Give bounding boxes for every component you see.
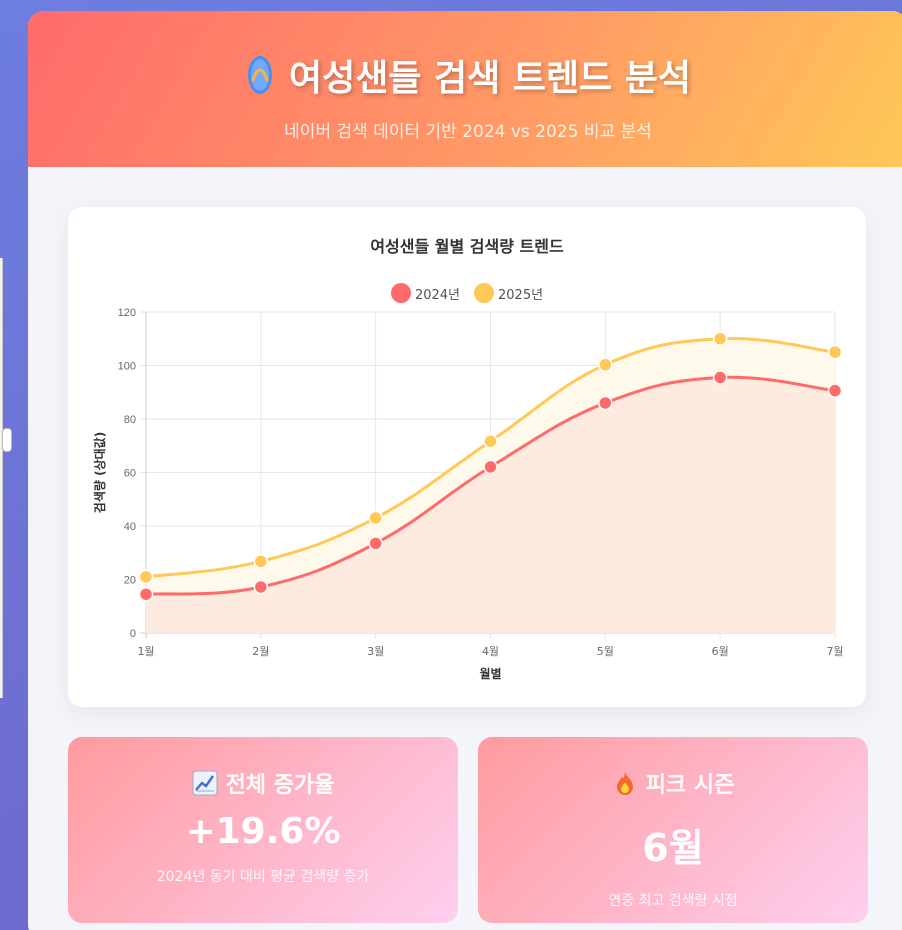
fire-icon bbox=[616, 772, 633, 795]
stat-value-growth: +19.6% bbox=[185, 811, 341, 852]
data-point-0 bbox=[598, 395, 613, 411]
legend-item-2025[interactable]: 2025년 bbox=[474, 283, 543, 303]
stat-title-row-peak: 피크 시즌 bbox=[478, 767, 868, 799]
x-tick-label: 6월 bbox=[712, 645, 729, 658]
legend-label-2024: 2024년 bbox=[414, 287, 460, 303]
legend-swatch-2024 bbox=[390, 283, 411, 303]
page-title-row: 여성샌들 검색 트렌드 분석 bbox=[28, 11, 902, 101]
x-tick-label: 4월 bbox=[482, 645, 499, 658]
resize-handle[interactable] bbox=[2, 428, 12, 452]
stat-title-peak: 피크 시즌 bbox=[645, 773, 735, 798]
y-tick-label: 100 bbox=[118, 361, 136, 373]
data-point-0 bbox=[138, 586, 154, 602]
chart-increasing-icon bbox=[192, 770, 218, 796]
stat-card-growth: 전체 증가율 +19.6% 2024년 동기 대비 평균 검색량 증가 bbox=[68, 737, 458, 923]
stat-card-peak: 피크 시즌 6월 연중 최고 검색량 시점 bbox=[478, 737, 868, 923]
y-tick-label: 0 bbox=[130, 628, 136, 640]
y-tick-label: 20 bbox=[124, 575, 136, 587]
stat-value-peak: 6월 bbox=[642, 826, 704, 870]
x-tick-label: 7월 bbox=[826, 645, 843, 658]
legend-label-2025: 2025년 bbox=[498, 287, 544, 303]
data-point-0 bbox=[712, 370, 728, 385]
x-axis-title: 월별 bbox=[479, 666, 501, 681]
y-tick-label: 80 bbox=[124, 414, 136, 426]
stat-desc-peak: 연중 최고 검색량 시점 bbox=[608, 893, 738, 909]
x-tick-label: 1월 bbox=[137, 645, 154, 658]
stat-title-growth: 전체 증가율 bbox=[225, 773, 335, 798]
page-subtitle: 네이버 검색 데이터 기반 2024 vs 2025 비교 분석 bbox=[284, 122, 652, 142]
x-tick-label: 3월 bbox=[367, 645, 384, 658]
data-point-1 bbox=[368, 510, 383, 526]
chart-card: 여성샌들 월별 검색량 트렌드 2024년 2025년 0 20 40 60 80 100… bbox=[68, 207, 866, 707]
series-area-0 bbox=[146, 377, 835, 633]
data-point-1 bbox=[598, 357, 613, 372]
y-tick-label: 60 bbox=[124, 468, 136, 480]
chart-legend: 2024년 2025년 bbox=[68, 283, 866, 303]
y-axis-title: 검색량 (상대값) bbox=[92, 432, 107, 513]
x-tick-label: 5월 bbox=[597, 645, 614, 658]
chart-title: 여성샌들 월별 검색량 트렌드 bbox=[370, 237, 564, 256]
data-point-1 bbox=[827, 344, 843, 360]
stat-desc-growth: 2024년 동기 대비 평균 검색량 증가 bbox=[156, 869, 370, 885]
data-point-1 bbox=[483, 433, 498, 449]
window-edge-strip bbox=[0, 258, 3, 698]
legend-swatch-2025 bbox=[474, 283, 494, 303]
page-header: 여성샌들 검색 트렌드 분석 네이버 검색 데이터 기반 2024 vs 202… bbox=[28, 11, 902, 167]
y-tick-label: 120 bbox=[118, 307, 136, 319]
data-point-1 bbox=[138, 569, 154, 585]
page-title: 여성샌들 검색 트렌드 분석 bbox=[289, 58, 691, 99]
x-tick-label: 2월 bbox=[252, 645, 269, 658]
legend-item-2024[interactable]: 2024년 bbox=[390, 283, 460, 303]
data-point-0 bbox=[483, 459, 498, 475]
data-point-1 bbox=[712, 331, 728, 346]
y-tick-label: 40 bbox=[124, 521, 136, 533]
data-point-0 bbox=[368, 536, 383, 551]
stat-title-row-growth: 전체 증가율 bbox=[68, 767, 458, 799]
data-point-0 bbox=[827, 383, 843, 398]
data-point-1 bbox=[253, 554, 269, 569]
sandal-icon bbox=[248, 56, 273, 94]
data-point-0 bbox=[253, 579, 269, 595]
